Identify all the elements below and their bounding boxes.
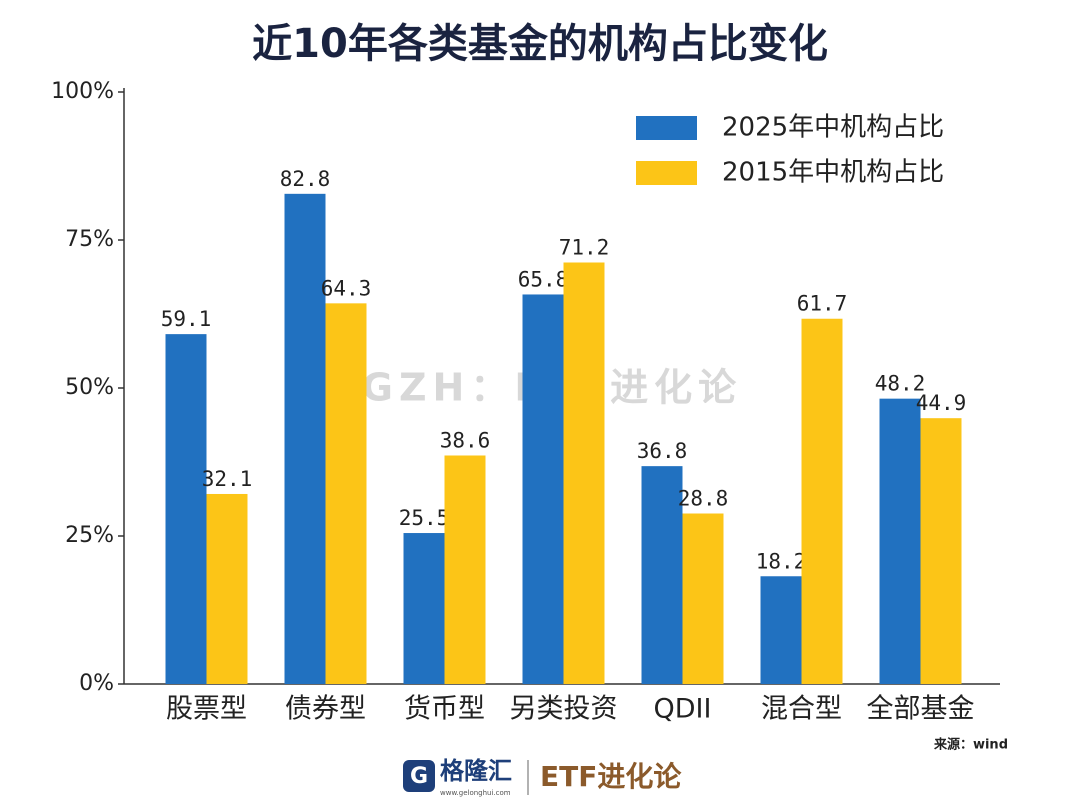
x-tick-label: 货币型 — [404, 694, 485, 725]
bar — [920, 418, 962, 684]
data-label: 18.2 — [756, 549, 807, 573]
footer-url: www.gelonghui.com — [440, 789, 511, 797]
x-tick-label: 混合型 — [761, 694, 842, 725]
y-tick-label: 75% — [65, 227, 114, 252]
bar — [325, 303, 367, 684]
bar — [879, 398, 921, 684]
data-label: 25.5 — [399, 506, 450, 530]
data-label: 38.6 — [440, 428, 491, 452]
bar — [641, 466, 683, 684]
bar — [165, 334, 207, 684]
data-label: 28.8 — [678, 487, 729, 511]
footer: G 格隆汇 www.gelonghui.com ETF进化论 — [403, 757, 682, 797]
data-label: 48.2 — [875, 372, 926, 396]
bar — [522, 294, 564, 684]
footer-brand: ETF进化论 — [540, 760, 682, 793]
y-tick-label: 25% — [65, 523, 114, 548]
legend-label: 2015年中机构占比 — [722, 158, 944, 188]
data-label: 44.9 — [916, 391, 967, 415]
legend-label: 2025年中机构占比 — [722, 113, 944, 143]
data-label: 61.7 — [797, 292, 848, 316]
bar — [563, 262, 605, 684]
data-label: 65.8 — [518, 267, 569, 291]
x-tick-label: 另类投资 — [510, 694, 618, 725]
data-label: 32.1 — [202, 467, 253, 491]
x-tick-label: QDII — [654, 694, 712, 725]
bar — [760, 576, 802, 684]
x-tick-label: 股票型 — [166, 694, 247, 725]
data-label: 64.3 — [321, 276, 372, 300]
logo-icon-glyph: G — [410, 764, 428, 789]
source-note: 来源：wind — [933, 737, 1008, 753]
data-label: 71.2 — [559, 235, 610, 259]
data-label: 36.8 — [637, 439, 688, 463]
x-tick-label: 债券型 — [285, 694, 366, 725]
legend-swatch — [636, 116, 697, 140]
legend-swatch — [636, 161, 697, 185]
x-tick-label: 全部基金 — [867, 694, 975, 725]
bar — [403, 533, 445, 684]
bar — [682, 513, 724, 684]
logo-icon — [403, 760, 435, 792]
y-tick-label: 0% — [79, 671, 114, 696]
footer-logo: 格隆汇 — [440, 757, 512, 785]
data-label: 59.1 — [161, 307, 212, 331]
bar — [801, 318, 843, 684]
y-tick-label: 50% — [65, 375, 114, 400]
bar — [444, 455, 486, 684]
chart-title: 近10年各类基金的机构占比变化 — [252, 21, 828, 67]
y-tick-label: 100% — [51, 79, 114, 104]
data-label: 82.8 — [280, 167, 331, 191]
bar — [284, 193, 326, 684]
bar — [206, 493, 248, 684]
